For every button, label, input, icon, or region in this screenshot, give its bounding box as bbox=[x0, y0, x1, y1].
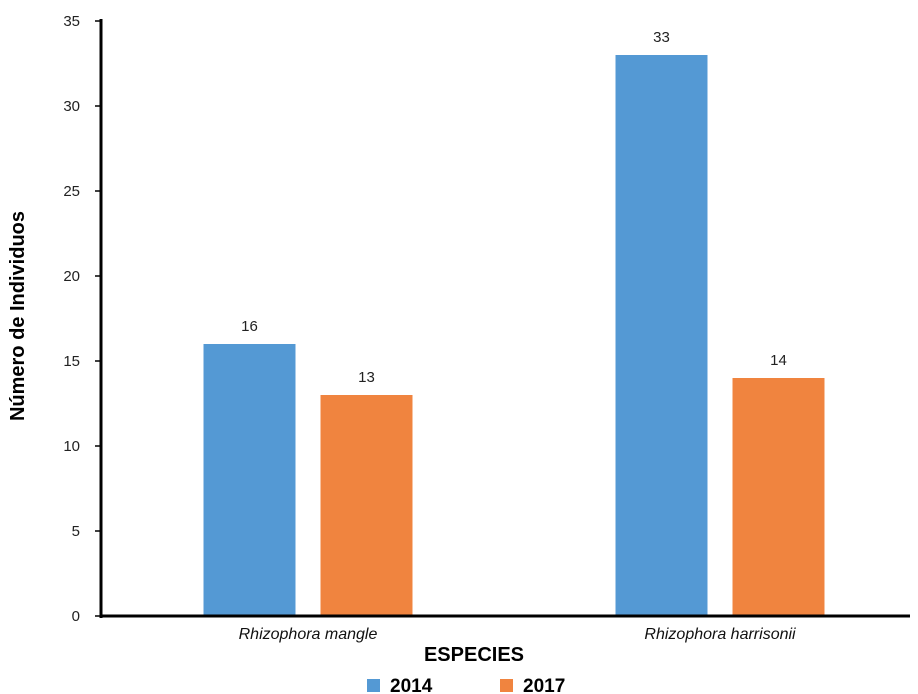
bar bbox=[615, 55, 708, 616]
y-tick-label: 30 bbox=[63, 98, 80, 115]
data-label: 33 bbox=[653, 29, 670, 46]
x-category-label: Rhizophora mangle bbox=[239, 626, 378, 643]
bars bbox=[203, 55, 825, 616]
legend-label: 2014 bbox=[390, 676, 433, 694]
data-labels: 16 13 33 14 bbox=[241, 29, 787, 386]
y-tick-label: 35 bbox=[63, 13, 80, 30]
y-tick-label: 20 bbox=[63, 268, 80, 285]
x-category-label: Rhizophora harrisonii bbox=[644, 626, 796, 643]
legend-swatch bbox=[500, 679, 513, 692]
y-axis-title: Número de Individuos bbox=[7, 211, 29, 421]
bar bbox=[320, 395, 413, 616]
data-label: 14 bbox=[770, 352, 787, 369]
y-tick-label: 10 bbox=[63, 438, 80, 455]
y-tick-label: 25 bbox=[63, 183, 80, 200]
x-axis-categories: Rhizophora mangle Rhizophora harrisonii bbox=[239, 626, 796, 643]
y-tick-label: 0 bbox=[72, 608, 80, 625]
legend-swatch bbox=[367, 679, 380, 692]
legend-label: 2017 bbox=[523, 676, 565, 694]
bar bbox=[203, 344, 296, 616]
data-label: 16 bbox=[241, 318, 258, 335]
x-axis-title: ESPECIES bbox=[424, 644, 524, 666]
y-tick-label: 15 bbox=[63, 353, 80, 370]
y-tick-label: 5 bbox=[72, 523, 80, 540]
bar bbox=[732, 378, 825, 616]
y-axis-ticks: 0 5 10 15 20 25 30 35 bbox=[63, 13, 101, 625]
legend: 2014 2017 bbox=[367, 676, 565, 694]
data-label: 13 bbox=[358, 369, 375, 386]
